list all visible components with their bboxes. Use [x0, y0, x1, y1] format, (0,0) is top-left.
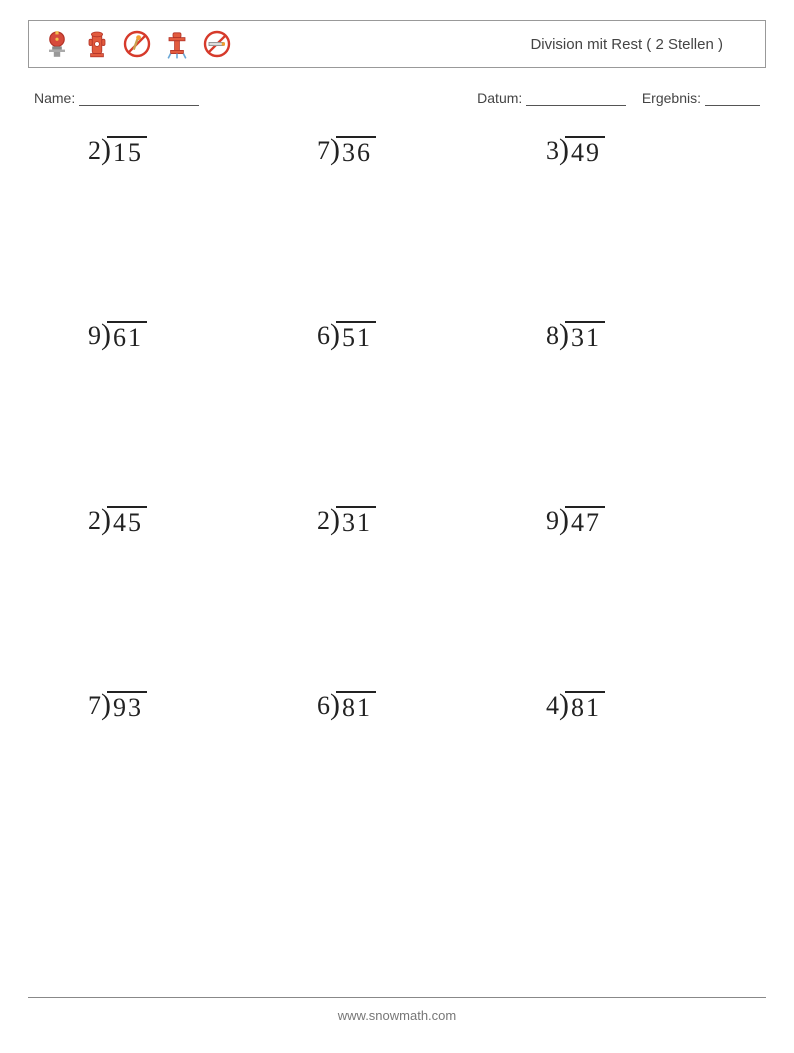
problem-cell: 9)61: [88, 321, 248, 351]
divisor: 3: [546, 136, 559, 164]
divisor: 9: [546, 506, 559, 534]
dividend: 36: [336, 136, 376, 166]
problem-cell: 9)47: [546, 506, 706, 536]
no-smoking-icon: [201, 27, 233, 61]
division-bracket-icon: ): [101, 323, 111, 347]
problem-row: 2)15 7)36 3)49: [88, 136, 706, 166]
division-bracket-icon: ): [559, 508, 569, 532]
problem-cell: 2)15: [88, 136, 248, 166]
problems-grid: 2)15 7)36 3)49 9)61 6: [28, 136, 766, 721]
no-matches-icon: [121, 27, 153, 61]
problem-cell: 4)81: [546, 691, 706, 721]
problem-cell: 3)49: [546, 136, 706, 166]
dividend: 31: [336, 506, 376, 536]
dividend: 31: [565, 321, 605, 351]
problem-cell: 2)31: [317, 506, 477, 536]
divisor: 8: [546, 321, 559, 349]
name-label: Name:: [34, 90, 75, 106]
result-blank[interactable]: [705, 91, 760, 106]
dividend: 81: [565, 691, 605, 721]
division-bracket-icon: ): [559, 323, 569, 347]
division-bracket-icon: ): [101, 138, 111, 162]
dividend: 93: [107, 691, 147, 721]
divisor: 4: [546, 691, 559, 719]
dividend: 45: [107, 506, 147, 536]
date-label: Datum:: [477, 90, 522, 106]
divisor: 6: [317, 321, 330, 349]
problem-row: 7)93 6)81 4)81: [88, 691, 706, 721]
meta-right: Datum: Ergebnis:: [477, 90, 766, 106]
alarm-bell-icon: [41, 27, 73, 61]
dividend: 61: [107, 321, 147, 351]
footer: www.snowmath.com: [0, 997, 794, 1023]
long-division: 6)81: [317, 691, 376, 721]
date-blank[interactable]: [526, 91, 626, 106]
name-field: Name:: [28, 90, 199, 106]
footer-rule: [28, 997, 766, 998]
dividend: 51: [336, 321, 376, 351]
long-division: 8)31: [546, 321, 605, 351]
division-bracket-icon: ): [101, 508, 111, 532]
dividend: 49: [565, 136, 605, 166]
divisor: 9: [88, 321, 101, 349]
dividend: 47: [565, 506, 605, 536]
long-division: 7)36: [317, 136, 376, 166]
problem-cell: 6)51: [317, 321, 477, 351]
name-blank[interactable]: [79, 91, 199, 106]
divisor: 7: [317, 136, 330, 164]
problem-cell: 7)93: [88, 691, 248, 721]
division-bracket-icon: ): [330, 323, 340, 347]
division-bracket-icon: ): [559, 693, 569, 717]
long-division: 2)15: [88, 136, 147, 166]
division-bracket-icon: ): [559, 138, 569, 162]
long-division: 2)45: [88, 506, 147, 536]
header-box: Division mit Rest ( 2 Stellen ): [28, 20, 766, 68]
header-icons: [41, 27, 233, 61]
long-division: 9)61: [88, 321, 147, 351]
divisor: 2: [88, 506, 101, 534]
divisor: 2: [317, 506, 330, 534]
problem-row: 9)61 6)51 8)31: [88, 321, 706, 351]
dividend: 81: [336, 691, 376, 721]
divisor: 7: [88, 691, 101, 719]
divisor: 6: [317, 691, 330, 719]
problem-cell: 7)36: [317, 136, 477, 166]
long-division: 2)31: [317, 506, 376, 536]
division-bracket-icon: ): [101, 693, 111, 717]
long-division: 3)49: [546, 136, 605, 166]
long-division: 6)51: [317, 321, 376, 351]
divisor: 2: [88, 136, 101, 164]
result-label: Ergebnis:: [642, 90, 701, 106]
problem-cell: 6)81: [317, 691, 477, 721]
long-division: 9)47: [546, 506, 605, 536]
long-division: 7)93: [88, 691, 147, 721]
meta-row: Name: Datum: Ergebnis:: [28, 90, 766, 106]
long-division: 4)81: [546, 691, 605, 721]
division-bracket-icon: ): [330, 693, 340, 717]
worksheet-title: Division mit Rest ( 2 Stellen ): [530, 36, 753, 53]
fire-hydrant-icon: [81, 27, 113, 61]
problem-cell: 2)45: [88, 506, 248, 536]
problem-row: 2)45 2)31 9)47: [88, 506, 706, 536]
division-bracket-icon: ): [330, 508, 340, 532]
footer-text: www.snowmath.com: [0, 1008, 794, 1023]
problem-cell: 8)31: [546, 321, 706, 351]
dividend: 15: [107, 136, 147, 166]
division-bracket-icon: ): [330, 138, 340, 162]
fire-hydrant-2-icon: [161, 27, 193, 61]
worksheet-page: Division mit Rest ( 2 Stellen ) Name: Da…: [0, 0, 794, 1053]
